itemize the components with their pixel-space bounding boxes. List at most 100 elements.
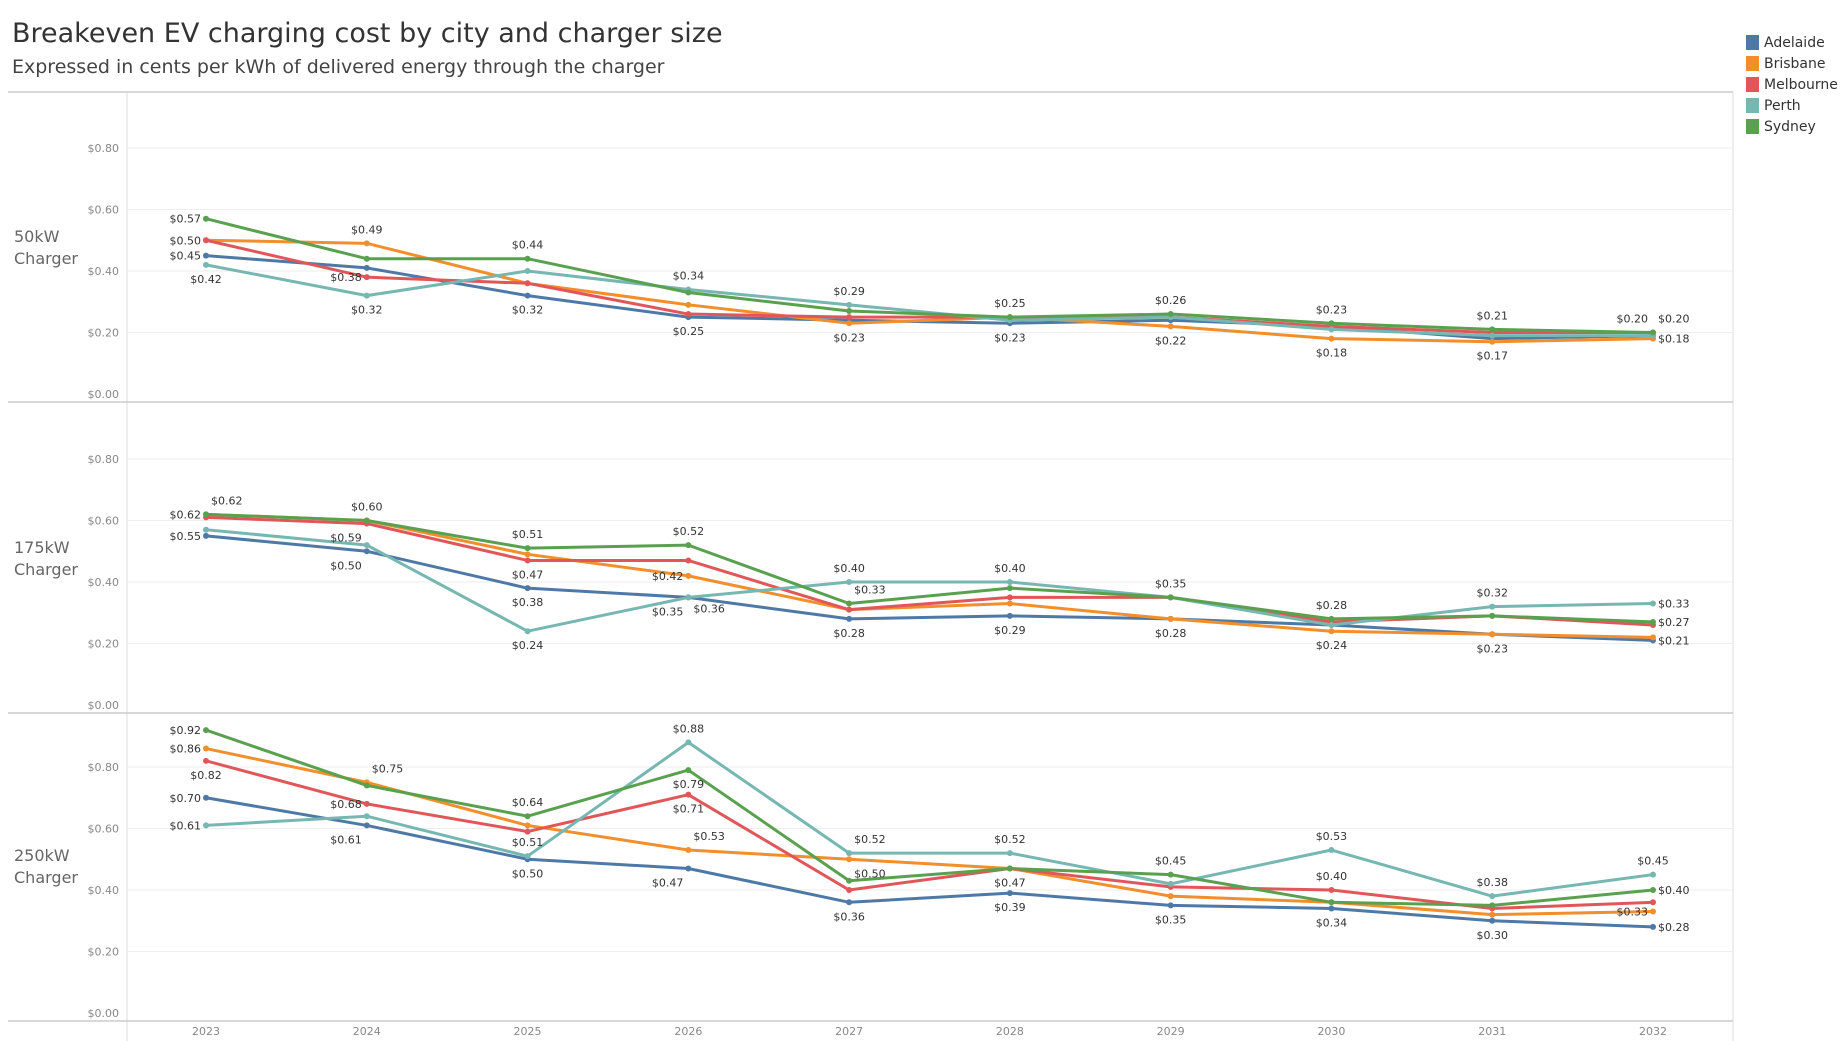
y-tick-label: $0.20 [88,638,120,651]
data-label: $0.92 [170,724,202,737]
data-label: $0.51 [512,528,544,541]
data-label: $0.68 [330,798,362,811]
legend-label: Melbourne [1764,76,1838,93]
legend-item-brisbane[interactable]: Brisbane [1746,53,1838,74]
legend-item-adelaide[interactable]: Adelaide [1746,32,1838,53]
x-tick-label: 2023 [192,1025,220,1038]
data-label: $0.47 [512,568,544,581]
data-label: $0.17 [1476,350,1508,363]
legend-swatch [1746,77,1759,92]
data-label: $0.47 [652,876,684,889]
data-label: $0.40 [1316,870,1348,883]
data-point-perth [1167,880,1174,887]
data-label: $0.23 [1316,303,1348,316]
data-point-brisbane [1167,615,1174,622]
series-line-melbourne [205,515,1654,627]
row-label: 250kW [14,846,70,865]
data-point-perth [1006,579,1013,585]
data-point-sydney [363,255,370,262]
data-label: $0.82 [190,769,222,782]
data-point-sydney [1328,899,1335,906]
data-point-brisbane [685,572,692,579]
data-point-sydney [203,215,209,222]
data-point-perth [846,579,853,585]
data-label: $0.44 [512,239,544,252]
data-label: $0.33 [854,584,886,597]
data-point-brisbane [1489,631,1496,638]
data-point-adelaide [203,532,209,539]
data-point-adelaide [685,865,692,872]
data-point-perth [363,542,370,549]
data-label: $0.38 [1476,876,1508,889]
legend-item-sydney[interactable]: Sydney [1746,116,1838,137]
legend-item-perth[interactable]: Perth [1746,95,1838,116]
data-label: $0.55 [170,530,202,543]
x-tick-label: 2031 [1478,1025,1506,1038]
legend-swatch [1746,98,1759,113]
data-point-sydney [1167,594,1174,601]
data-label: $0.52 [673,525,705,538]
data-label: $0.42 [190,273,222,286]
data-point-adelaide [846,615,853,622]
legend-item-melbourne[interactable]: Melbourne [1746,74,1838,95]
data-point-adelaide [1489,917,1496,924]
data-label: $0.32 [1476,587,1508,600]
data-label: $0.40 [994,562,1026,575]
y-tick-label: $0.60 [88,204,120,217]
data-point-perth [1489,332,1496,339]
data-label: $0.33 [1617,906,1649,919]
data-point-perth [363,813,370,820]
data-point-adelaide [524,585,531,592]
data-label: $0.30 [1476,929,1508,942]
data-point-sydney [1328,615,1335,622]
data-label: $0.25 [673,325,705,338]
data-label: $0.34 [1316,916,1348,929]
y-tick-label: $0.00 [88,1007,120,1020]
data-point-adelaide [1167,902,1174,909]
data-point-perth [685,594,692,601]
data-label: $0.45 [170,250,202,263]
row-label: Charger [14,249,78,268]
chart-title: Breakeven EV charging cost by city and c… [12,18,723,49]
data-point-brisbane [685,847,692,854]
data-point-sydney [1489,326,1496,333]
data-label: $0.50 [854,867,886,880]
data-point-sydney [1650,329,1656,336]
data-label: $0.25 [994,297,1026,310]
data-label: $0.27 [1658,616,1690,629]
data-label: $0.35 [1155,913,1187,926]
y-tick-label: $0.00 [88,388,120,401]
data-point-melbourne [846,887,853,893]
series-line-perth [205,263,1653,338]
x-tick-label: 2027 [835,1025,863,1038]
data-label: $0.53 [693,830,725,843]
data-point-brisbane [1167,893,1174,900]
data-label: $0.28 [1658,921,1690,934]
y-tick-label: $0.40 [88,576,120,589]
row-label: 175kW [14,538,70,557]
data-point-perth [1328,326,1335,333]
data-point-melbourne [363,274,370,281]
data-label: $0.71 [673,803,705,816]
data-label: $0.57 [170,213,202,226]
data-point-perth [1650,600,1656,607]
data-point-sydney [1328,320,1335,327]
data-point-melbourne [524,828,531,835]
data-label: $0.22 [1155,334,1187,347]
data-label: $0.61 [170,819,202,832]
data-point-sydney [363,782,370,789]
series-line-sydney [205,217,1654,334]
data-label: $0.52 [994,833,1026,846]
y-tick-label: $0.60 [88,515,120,528]
data-point-brisbane [1006,600,1013,607]
data-point-brisbane [1167,323,1174,330]
data-label: $0.64 [512,796,544,809]
data-point-adelaide [203,794,209,801]
data-label: $0.32 [351,304,383,317]
data-point-brisbane [524,551,531,558]
data-label: $0.62 [211,494,243,507]
data-point-adelaide [203,252,209,259]
data-label: $0.42 [652,570,684,583]
data-point-sydney [1489,902,1496,909]
